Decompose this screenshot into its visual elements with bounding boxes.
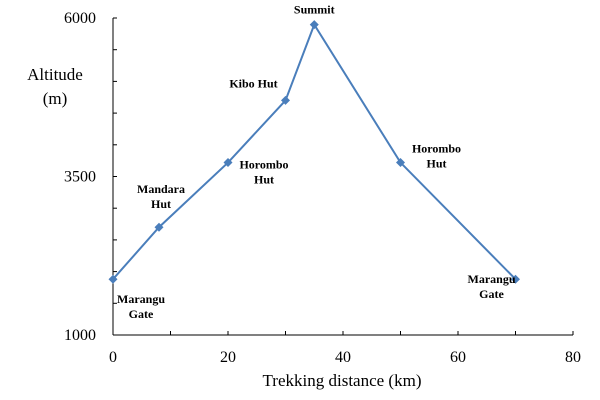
data-point-label: Summit xyxy=(294,3,335,17)
x-tick-label: 20 xyxy=(220,349,236,366)
y-tick-label: 6000 xyxy=(64,10,96,27)
data-point-marker xyxy=(511,274,520,284)
x-tick-label: 0 xyxy=(109,349,117,366)
data-point-label: Hut xyxy=(426,157,446,171)
data-point-label: Hut xyxy=(254,173,274,187)
data-point-marker xyxy=(108,274,118,284)
data-point-label: Horombo xyxy=(239,158,288,172)
data-point-marker xyxy=(309,20,319,30)
x-tick-label: 60 xyxy=(450,349,466,366)
tick-labels: 1000 3500 6000 0 20 40 60 80 xyxy=(64,10,581,366)
x-tick-label: 80 xyxy=(565,349,581,366)
data-points xyxy=(108,20,520,284)
data-point-marker xyxy=(281,95,290,105)
data-point-label: Horombo xyxy=(412,142,461,156)
data-point-label: Mandara xyxy=(137,182,185,196)
data-point-marker xyxy=(154,222,164,232)
x-tick-label: 40 xyxy=(335,349,351,366)
data-point-marker xyxy=(223,158,233,168)
data-point-label: Marangu xyxy=(468,272,516,286)
data-point-marker xyxy=(396,158,405,168)
y-tick-label: 3500 xyxy=(64,169,96,186)
data-point-label: Gate xyxy=(129,307,154,321)
y-axis-title-line-2: (m) xyxy=(43,89,68,108)
y-tick-label: 1000 xyxy=(64,327,96,344)
data-point-label: Hut xyxy=(151,197,171,211)
axes xyxy=(112,17,574,336)
x-axis-title: Trekking distance (km) xyxy=(263,371,422,390)
data-point-label: Gate xyxy=(479,287,504,301)
data-point-label: Kibo Hut xyxy=(229,76,277,90)
data-point-label: Marangu xyxy=(117,292,165,306)
y-axis-title-line-1: Altitude xyxy=(27,65,83,84)
